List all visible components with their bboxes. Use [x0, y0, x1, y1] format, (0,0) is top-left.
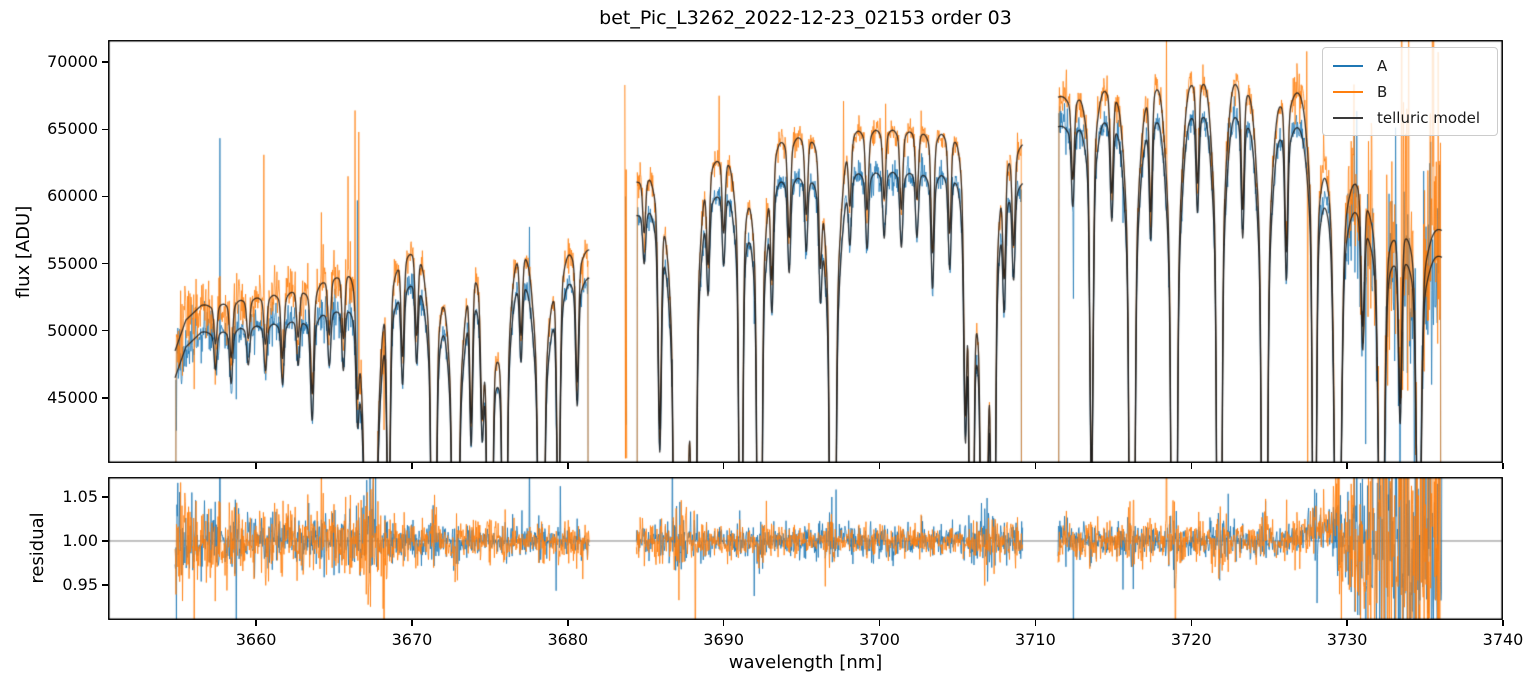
- legend-entry-telluric: telluric model: [1323, 105, 1497, 131]
- x-tick: [567, 620, 569, 626]
- y-tick-label: 45000: [47, 387, 98, 407]
- x-tick: [1034, 463, 1037, 469]
- x-tick-label: 3700: [859, 630, 900, 649]
- x-tick-label: 3670: [391, 630, 433, 649]
- x-tick-label: 3720: [1170, 630, 1212, 649]
- series-b-line-swatch: [1333, 91, 1363, 93]
- legend-label-a: A: [1377, 57, 1388, 75]
- y-tick-label: 60000: [47, 186, 98, 206]
- x-tick-label: 3740: [1482, 630, 1524, 649]
- x-tick-label: 3660: [235, 630, 277, 649]
- y-tick-label: 70000: [47, 52, 98, 72]
- series-a-line-swatch: [1333, 65, 1363, 67]
- x-tick: [255, 620, 257, 626]
- y-tick: [102, 540, 108, 542]
- y-tick: [102, 128, 108, 131]
- y-tick-label: 1.00: [62, 530, 98, 550]
- x-tick: [567, 463, 569, 469]
- x-tick-label: 3710: [1015, 630, 1056, 649]
- legend-entry-b: B: [1323, 79, 1497, 105]
- y-tick: [102, 584, 108, 586]
- y-tick: [102, 496, 108, 498]
- x-tick: [722, 463, 725, 469]
- y-tick-label: 65000: [47, 119, 98, 139]
- x-tick: [1346, 620, 1348, 626]
- y-tick: [102, 61, 108, 63]
- legend-entry-a: A: [1323, 53, 1497, 79]
- y-tick: [102, 329, 108, 332]
- legend: A B telluric model: [1322, 47, 1498, 136]
- x-tick: [411, 620, 413, 626]
- y-tick-label: 50000: [47, 320, 98, 340]
- legend-label-b: B: [1377, 83, 1388, 101]
- y-tick-label: 0.95: [62, 574, 98, 594]
- x-tick: [1190, 463, 1193, 469]
- x-tick: [878, 463, 881, 469]
- x-tick: [1502, 463, 1504, 469]
- x-axis-label: wavelength [nm]: [728, 652, 883, 673]
- x-tick: [1034, 620, 1037, 626]
- x-tick: [722, 620, 725, 626]
- legend-label-telluric: telluric model: [1377, 109, 1481, 127]
- y-tick: [102, 195, 108, 198]
- y-tick-label: 1.05: [62, 486, 98, 506]
- flux-axis-label: flux [ADU]: [13, 205, 34, 299]
- x-tick-label: 3730: [1326, 630, 1368, 649]
- x-tick: [1502, 620, 1504, 626]
- y-tick: [102, 262, 108, 265]
- x-tick-label: 3680: [547, 630, 589, 649]
- y-tick: [102, 397, 108, 399]
- flux-plot-canvas: [108, 40, 1503, 463]
- x-tick: [1190, 620, 1193, 626]
- residual-plot-canvas: [108, 477, 1503, 620]
- x-tick-label: 3690: [703, 630, 745, 649]
- telluric-model-line-swatch: [1333, 117, 1363, 119]
- x-tick: [411, 463, 413, 469]
- y-tick-label: 55000: [47, 253, 98, 273]
- x-tick: [1346, 463, 1348, 469]
- x-tick: [878, 620, 881, 626]
- plot-title: bet_Pic_L3262_2022-12-23_02153 order 03: [599, 7, 1012, 29]
- x-tick: [255, 463, 257, 469]
